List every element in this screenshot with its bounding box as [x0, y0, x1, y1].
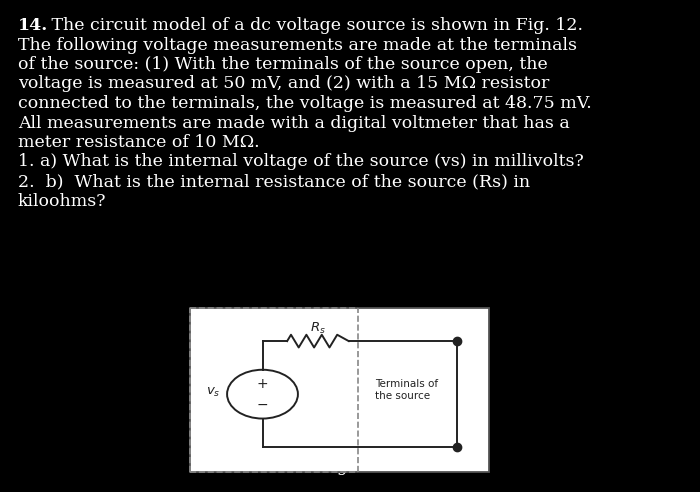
Text: 2.  b)  What is the internal resistance of the source (Rs) in: 2. b) What is the internal resistance of… — [18, 173, 530, 190]
Text: connected to the terminals, the voltage is measured at 48.75 mV.: connected to the terminals, the voltage … — [18, 95, 592, 112]
Text: $v_s$: $v_s$ — [206, 385, 220, 399]
Text: $R_s$: $R_s$ — [310, 321, 326, 336]
Text: meter resistance of 10 MΩ.: meter resistance of 10 MΩ. — [18, 134, 260, 151]
Text: The following voltage measurements are made at the terminals: The following voltage measurements are m… — [18, 36, 577, 54]
Text: −: − — [257, 398, 268, 412]
Text: All measurements are made with a digital voltmeter that has a: All measurements are made with a digital… — [18, 115, 570, 131]
Text: kiloohms?: kiloohms? — [18, 192, 106, 210]
Text: Fig. 12: Fig. 12 — [321, 458, 379, 475]
Text: 14.: 14. — [18, 17, 48, 34]
Text: 1. a) What is the internal voltage of the source (vs) in millivolts?: 1. a) What is the internal voltage of th… — [18, 154, 584, 171]
Text: +: + — [257, 376, 268, 391]
Text: Terminals of
the source: Terminals of the source — [375, 379, 438, 400]
Text: voltage is measured at 50 mV, and (2) with a 15 MΩ resistor: voltage is measured at 50 mV, and (2) wi… — [18, 75, 550, 92]
Text: of the source: (1) With the terminals of the source open, the: of the source: (1) With the terminals of… — [18, 56, 547, 73]
Text: The circuit model of a dc voltage source is shown in Fig. 12.: The circuit model of a dc voltage source… — [46, 17, 583, 34]
